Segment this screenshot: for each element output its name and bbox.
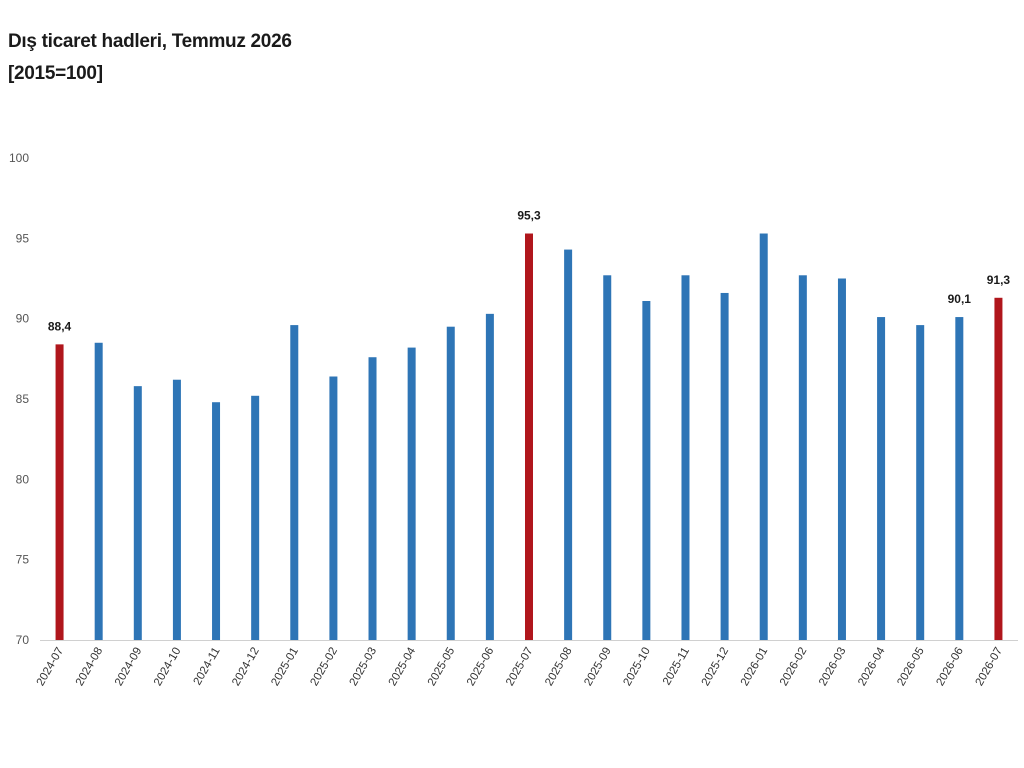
x-tick-label: 2024-10	[152, 646, 184, 689]
bar-2025-11	[681, 275, 690, 640]
bar-2024-12	[251, 395, 260, 640]
bar-2025-09	[603, 275, 612, 640]
bar-2025-01	[290, 325, 299, 640]
x-tick-label: 2024-09	[113, 646, 145, 689]
bar-2026-03	[837, 278, 846, 640]
bar-2024-11	[212, 402, 221, 640]
data-labels-group: 88,4 95,3 90,1 91,3	[48, 209, 1011, 334]
x-tick-label: 2026-02	[778, 646, 810, 689]
bar-2025-12	[720, 292, 729, 640]
bar-2025-04	[407, 347, 416, 640]
y-tick-label: 70	[16, 633, 30, 647]
bar-2026-07	[994, 297, 1003, 640]
y-tick-label: 100	[9, 151, 29, 165]
data-label-2026-06: 90,1	[948, 292, 972, 306]
bar-2024-07	[55, 344, 64, 640]
bar-2026-05	[916, 325, 925, 640]
y-tick-label: 75	[16, 553, 30, 567]
bar-2025-07	[525, 233, 533, 640]
bar-2026-04	[877, 317, 886, 640]
bar-2024-10	[172, 379, 181, 640]
x-tick-label: 2025-10	[621, 646, 653, 689]
bar-2025-03	[368, 357, 377, 640]
x-tick-label: 2026-05	[895, 646, 927, 689]
x-tick-label: 2026-06	[934, 646, 966, 689]
data-label-2026-07: 91,3	[987, 273, 1011, 287]
bar-2026-06	[955, 317, 964, 640]
bar-2026-02	[798, 275, 807, 640]
chart-title: Dış ticaret hadleri, Temmuz 2026	[8, 31, 292, 52]
y-tick-label: 85	[16, 392, 30, 406]
x-tick-label: 2024-12	[230, 646, 262, 689]
bar-2024-09	[133, 386, 142, 640]
bar-2024-08	[94, 342, 103, 640]
y-tick-label: 80	[16, 472, 30, 486]
x-tick-label: 2025-02	[308, 646, 340, 689]
x-tick-label: 2024-08	[74, 646, 106, 689]
x-tick-label: 2024-11	[192, 646, 223, 688]
bar-2025-02	[329, 376, 338, 640]
x-tick-label: 2026-07	[974, 645, 1006, 688]
y-tick-label: 90	[16, 312, 30, 326]
x-tick-label: 2025-09	[582, 646, 614, 689]
x-tick-label: 2025-08	[543, 646, 575, 689]
bar-2025-10	[642, 300, 651, 640]
bar-2025-06	[485, 313, 494, 640]
x-tick-label: 2026-04	[856, 645, 888, 688]
x-tick-label: 2025-05	[426, 646, 458, 689]
x-tick-label: 2024-07	[35, 646, 67, 689]
x-tick-label: 2025-12	[700, 646, 732, 689]
title-block: Dış ticaret hadleri, Temmuz 2026 [2015=1…	[8, 30, 292, 86]
x-tick-label: 2025-11	[661, 646, 692, 688]
bars-group	[55, 233, 1003, 640]
data-label-2025-07: 95,3	[517, 209, 541, 223]
bar-2026-01	[759, 233, 768, 640]
chart-subtitle: [2015=100]	[8, 63, 103, 84]
x-axis: 2024-07 2024-08 2024-09 2024-10 2024-11 2024-…	[35, 645, 1005, 688]
x-tick-label: 2026-01	[739, 646, 771, 689]
x-tick-label: 2025-07	[504, 646, 536, 689]
data-label-2024-07: 88,4	[48, 319, 72, 333]
x-tick-label: 2025-04	[387, 645, 419, 688]
bar-2025-08	[564, 249, 573, 640]
y-tick-label: 95	[16, 231, 30, 245]
x-tick-label: 2025-06	[465, 646, 497, 689]
x-tick-label: 2025-03	[348, 646, 380, 689]
x-tick-label: 2026-03	[817, 646, 849, 689]
bar-2025-05	[446, 326, 455, 640]
x-tick-label: 2025-01	[269, 646, 301, 689]
y-axis: 70 75 80 85 90 95 100	[9, 151, 1018, 647]
